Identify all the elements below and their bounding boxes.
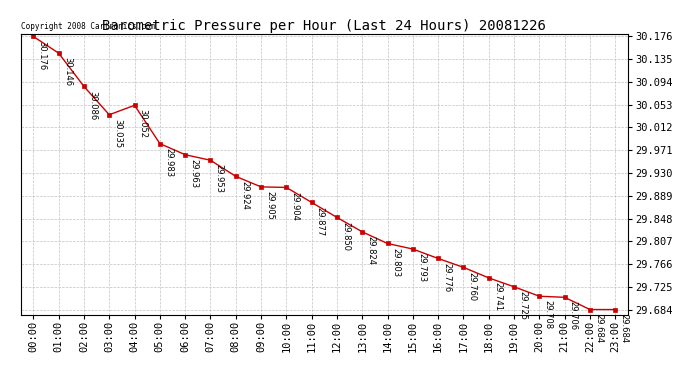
Text: 29.725: 29.725 — [518, 291, 527, 320]
Text: 29.803: 29.803 — [392, 248, 401, 277]
Text: 30.146: 30.146 — [63, 57, 72, 86]
Text: 29.684: 29.684 — [594, 314, 603, 343]
Text: 30.176: 30.176 — [37, 40, 46, 70]
Title: Barometric Pressure per Hour (Last 24 Hours) 20081226: Barometric Pressure per Hour (Last 24 Ho… — [102, 19, 546, 33]
Text: 29.793: 29.793 — [417, 253, 426, 282]
Text: 30.035: 30.035 — [113, 119, 122, 148]
Text: 29.963: 29.963 — [189, 159, 198, 188]
Text: 29.824: 29.824 — [366, 236, 375, 265]
Text: 29.983: 29.983 — [164, 148, 173, 177]
Text: Copyright 2008 Cartronics.com: Copyright 2008 Cartronics.com — [21, 22, 155, 31]
Text: 29.905: 29.905 — [265, 191, 274, 220]
Text: 29.760: 29.760 — [468, 272, 477, 301]
Text: 29.877: 29.877 — [316, 207, 325, 236]
Text: 30.052: 30.052 — [139, 110, 148, 138]
Text: 29.904: 29.904 — [290, 192, 299, 220]
Text: 29.953: 29.953 — [215, 164, 224, 194]
Text: 29.776: 29.776 — [442, 262, 451, 292]
Text: 29.850: 29.850 — [341, 222, 350, 251]
Text: 29.924: 29.924 — [240, 180, 249, 209]
Text: 29.684: 29.684 — [620, 314, 629, 343]
Text: 29.706: 29.706 — [569, 302, 578, 331]
Text: 29.741: 29.741 — [493, 282, 502, 311]
Text: 29.708: 29.708 — [544, 300, 553, 330]
Text: 30.086: 30.086 — [88, 91, 97, 120]
